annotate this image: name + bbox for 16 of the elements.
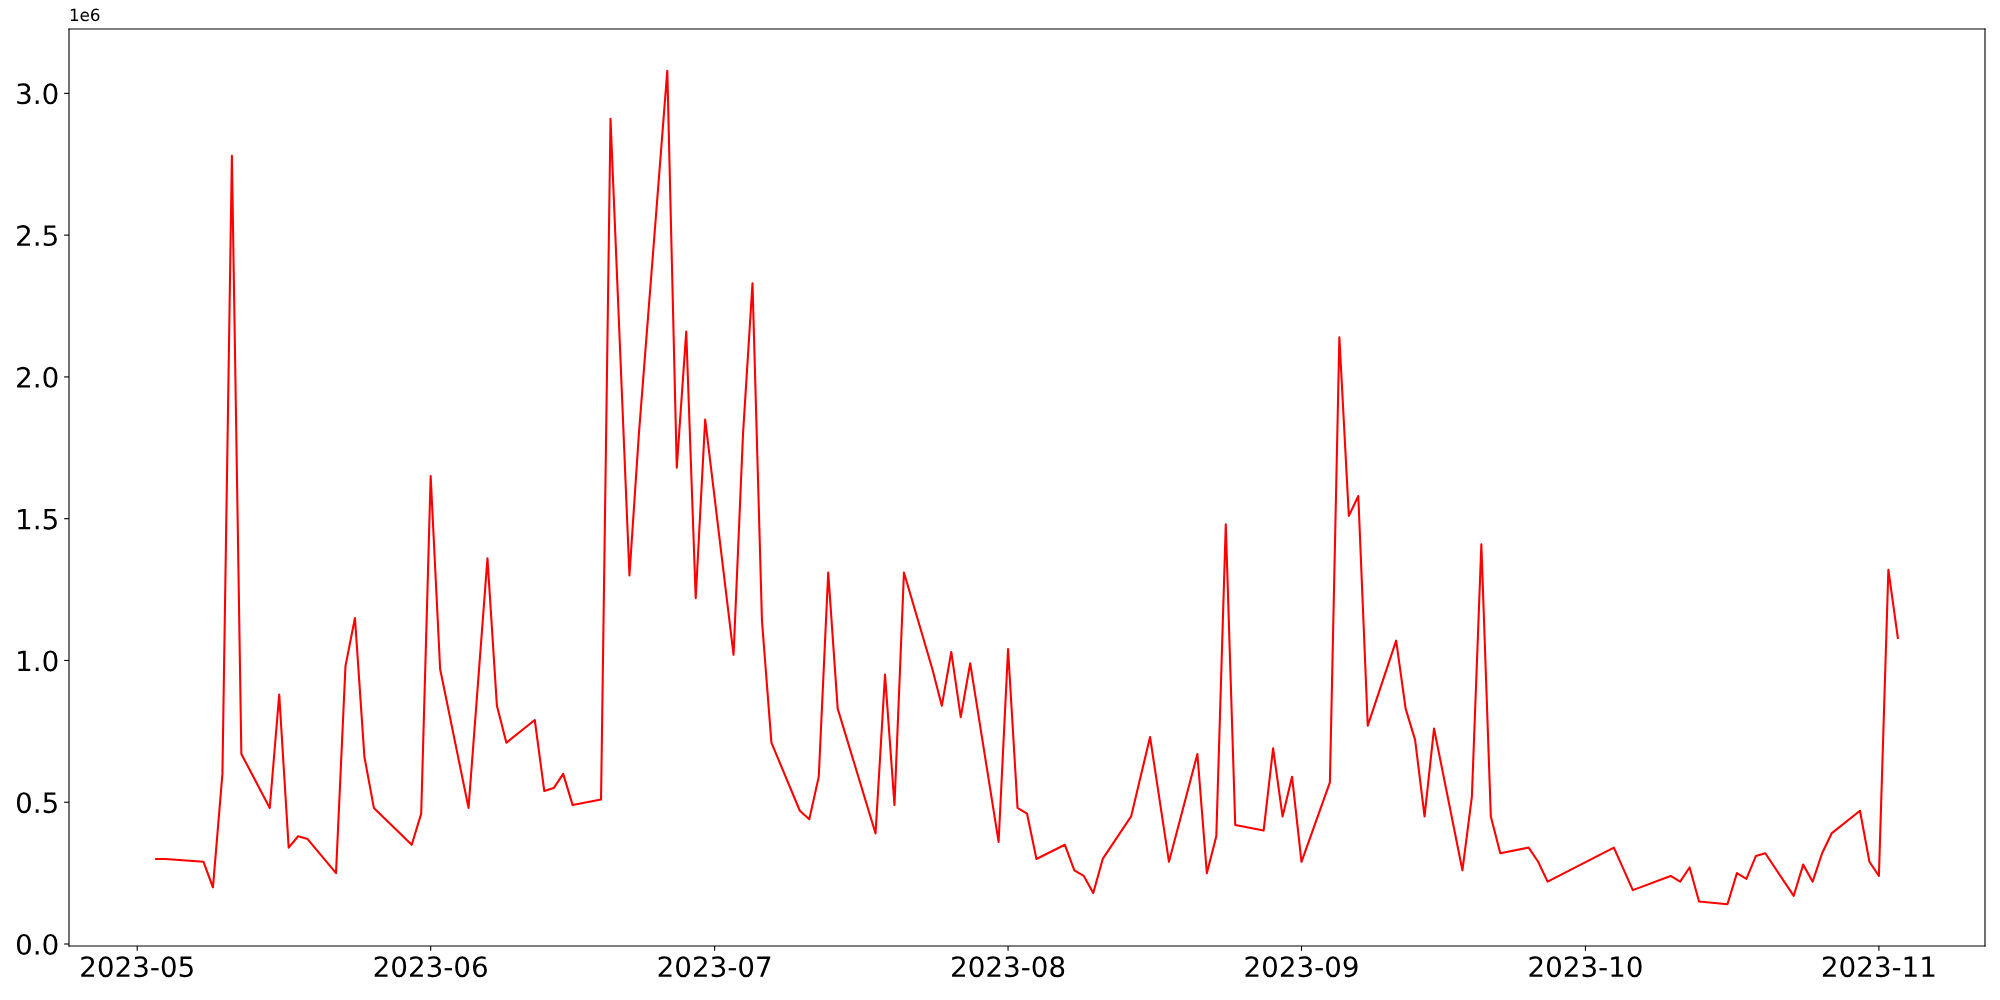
y-tick-label: 1.0 [18,650,58,672]
y-tick-label: 1.5 [18,508,57,530]
x-tick-label: 2023-09 [1245,956,1358,978]
x-tick-label: 2023-05 [81,956,193,978]
x-tick-label: 2023-06 [374,956,487,978]
x-tick-label: 2023-11 [1822,956,1935,978]
text: 1e6 [70,8,100,22]
x-tick-label: 2023-08 [952,956,1065,978]
y-tick-label: 2.5 [17,225,57,247]
y-tick-label: 3.0 [17,83,58,105]
y-tick-label: 0.5 [16,792,57,814]
y-tick-label: 2.0 [17,366,58,388]
x-tick-label: 2023-10 [1529,956,1642,978]
line-series [155,69,1899,906]
y-tick-label: 0.0 [16,933,58,955]
x-tick-label: 2023-07 [658,956,771,978]
